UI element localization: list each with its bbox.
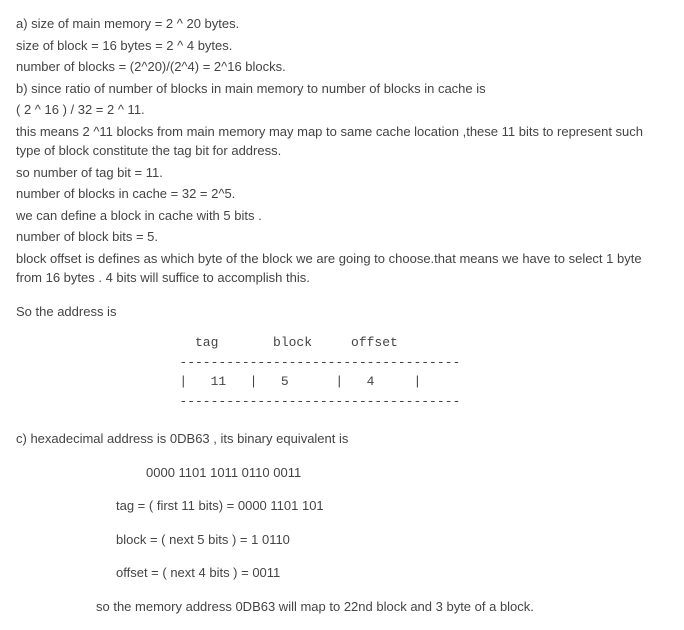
text-line-c4: block = ( next 5 bits ) = 1 0110	[16, 530, 668, 550]
text-line-c5: offset = ( next 4 bits ) = 0011	[16, 563, 668, 583]
text-line-c6: so the memory address 0DB63 will map to …	[16, 597, 668, 617]
text-line-b7: number of block bits = 5.	[16, 227, 668, 247]
text-line-a3: number of blocks = (2^20)/(2^4) = 2^16 b…	[16, 57, 668, 77]
text-line-a2: size of block = 16 bytes = 2 ^ 4 bytes.	[16, 36, 668, 56]
text-line-c3: tag = ( first 11 bits) = 0000 1101 101	[16, 496, 668, 516]
text-line-b5: number of blocks in cache = 32 = 2^5.	[16, 184, 668, 204]
text-line-c1: c) hexadecimal address is 0DB63 , its bi…	[16, 429, 668, 449]
text-line-b6: we can define a block in cache with 5 bi…	[16, 206, 668, 226]
text-line-b4: so number of tag bit = 11.	[16, 163, 668, 183]
text-line-b8: block offset is defines as which byte of…	[16, 249, 668, 288]
address-diagram: tag block offset -----------------------…	[16, 333, 668, 411]
text-line-so: So the address is	[16, 302, 668, 322]
text-line-b1: b) since ratio of number of blocks in ma…	[16, 79, 668, 99]
text-line-b2: ( 2 ^ 16 ) / 32 = 2 ^ 11.	[16, 100, 668, 120]
text-line-c2: 0000 1101 1011 0110 0011	[16, 463, 668, 483]
text-line-a1: a) size of main memory = 2 ^ 20 bytes.	[16, 14, 668, 34]
text-line-b3: this means 2 ^11 blocks from main memory…	[16, 122, 668, 161]
